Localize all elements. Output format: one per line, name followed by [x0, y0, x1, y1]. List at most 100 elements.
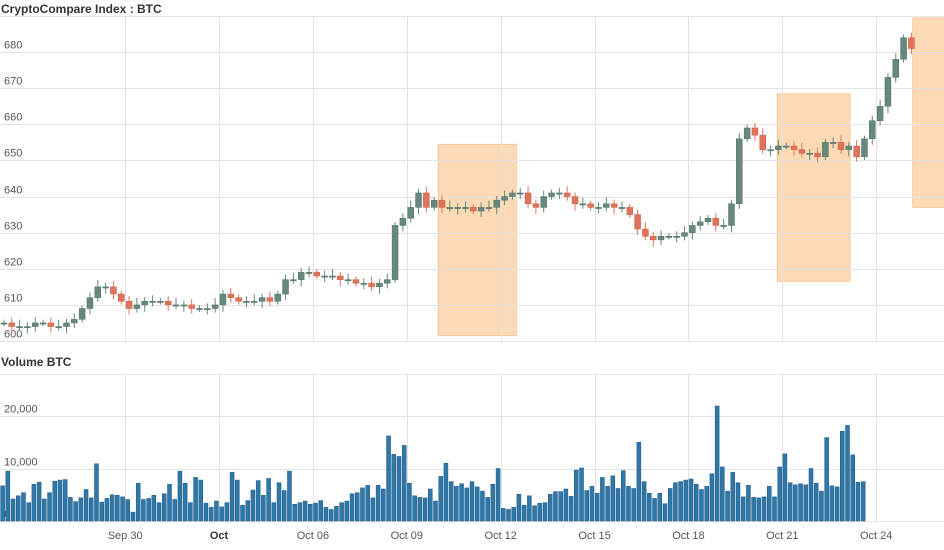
volume-bar	[381, 488, 386, 522]
candle-body	[78, 308, 86, 320]
highlight-box-1	[437, 143, 517, 336]
volume-bar	[589, 486, 595, 522]
volume-bar	[318, 500, 324, 522]
volume-bar	[94, 463, 99, 522]
volume-bar	[480, 490, 485, 522]
volume-bar	[813, 482, 819, 522]
volume-bar	[464, 487, 470, 522]
volume-bar	[631, 488, 636, 522]
volume-bar	[203, 502, 209, 522]
candle-body	[180, 304, 188, 307]
candle-body	[31, 322, 39, 327]
candle-body	[110, 286, 117, 295]
volume-bar	[824, 437, 829, 522]
candle-body	[728, 203, 735, 226]
candle-body	[274, 293, 281, 302]
candle-body	[595, 207, 602, 209]
candle-body	[47, 322, 55, 327]
candle-body	[908, 37, 915, 49]
candle-body	[16, 326, 23, 329]
candle-body	[172, 304, 180, 307]
x-tick-label: Oct	[210, 530, 229, 542]
volume-bar	[840, 430, 845, 522]
volume-bar	[401, 445, 407, 522]
volume-bar	[162, 493, 167, 522]
volume-bar	[490, 484, 496, 522]
volume-bar	[360, 487, 365, 522]
volume-bar	[667, 488, 673, 522]
volume-bar	[834, 486, 840, 522]
candle-body	[282, 279, 289, 295]
candle-body	[118, 293, 125, 302]
volume-bar	[845, 425, 850, 522]
volume-bar	[673, 482, 678, 522]
candle-body	[313, 272, 321, 277]
candle-body	[657, 236, 665, 241]
volume-bar	[167, 484, 172, 522]
volume-bar	[542, 502, 548, 522]
volume-bar	[245, 500, 250, 522]
volume-bar	[302, 500, 308, 522]
price-tick-label: 680	[4, 40, 22, 52]
candle-body	[665, 236, 673, 238]
volume-bar	[594, 492, 600, 522]
volume-bar	[767, 486, 772, 522]
volume-bar	[240, 505, 245, 522]
candle-body	[71, 319, 78, 324]
volume-bar	[344, 500, 350, 522]
volume-bar	[68, 497, 73, 522]
candle-body	[884, 77, 892, 107]
candle-body	[446, 207, 454, 209]
volume-bar	[151, 495, 157, 522]
candle-body	[806, 152, 813, 155]
candle-body	[235, 297, 242, 302]
volume-bar	[620, 470, 626, 522]
candle-body	[485, 207, 493, 209]
candle-body	[360, 282, 368, 285]
volume-bar	[26, 502, 31, 522]
candle-body	[618, 207, 626, 209]
volume-tick-label: 10,000	[4, 457, 38, 469]
volume-bar	[292, 503, 297, 522]
candle-body	[227, 293, 235, 298]
candle-body	[642, 228, 649, 237]
volume-bar	[15, 495, 21, 522]
candle-body	[689, 225, 696, 233]
candle-body	[188, 304, 195, 309]
volume-bar	[412, 495, 417, 522]
candle-body	[133, 304, 141, 309]
candle-body	[297, 272, 305, 280]
volume-bar	[235, 479, 240, 522]
volume-bar	[224, 502, 230, 522]
candle-body	[63, 322, 70, 327]
candle-body	[430, 199, 438, 208]
volume-bar	[266, 478, 271, 522]
volume-bar	[391, 454, 397, 522]
volume-bar	[495, 468, 501, 522]
x-tick-label: Oct 15	[578, 530, 610, 542]
volume-bar	[198, 479, 204, 522]
volume-bar	[141, 499, 146, 522]
volume-bar	[501, 508, 506, 522]
candle-body	[892, 59, 899, 78]
highlight-box-2	[776, 93, 851, 282]
candle-body	[673, 236, 680, 238]
volume-bar	[31, 484, 37, 522]
candle-body	[344, 279, 352, 282]
price-tick-label: 620	[4, 257, 22, 269]
candle-body	[94, 286, 102, 298]
volume-bar	[438, 476, 443, 522]
volume-bar	[678, 481, 683, 522]
candle-body	[384, 279, 391, 284]
volume-bar	[355, 492, 360, 522]
volume-bar	[417, 497, 423, 522]
candle-body	[141, 301, 148, 306]
candle-body	[626, 207, 633, 215]
candle-body	[798, 149, 806, 154]
volume-bar	[652, 498, 657, 522]
volume-bar	[407, 482, 412, 522]
volume-bar	[532, 505, 537, 522]
candle-body	[650, 236, 657, 241]
